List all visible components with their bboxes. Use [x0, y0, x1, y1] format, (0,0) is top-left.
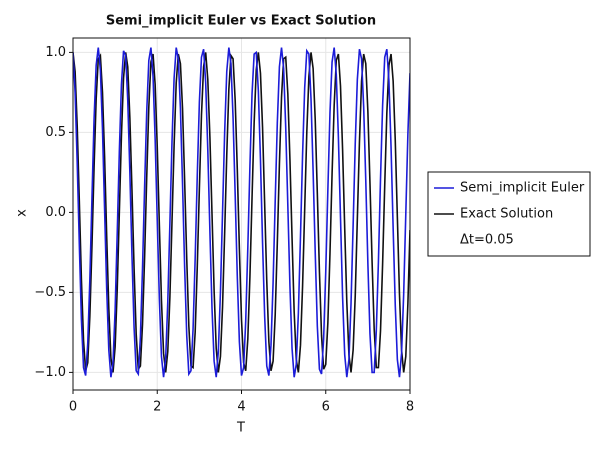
y-tick-label: 0.0 — [45, 205, 66, 220]
y-tick-label: −1.0 — [34, 365, 66, 380]
x-tick-label: 8 — [406, 400, 414, 415]
y-tick-label: 0.5 — [45, 125, 66, 140]
x-tick-label: 6 — [322, 400, 330, 415]
x-tick-label: 2 — [153, 400, 161, 415]
y-tick-label: −0.5 — [34, 285, 66, 300]
x-axis-label: T — [236, 421, 245, 436]
chart-title: Semi_implicit Euler vs Exact Solution — [106, 14, 376, 29]
legend-label: Semi_implicit Euler — [460, 181, 585, 196]
x-tick-label: 4 — [237, 400, 245, 415]
legend-note: Δt=0.05 — [460, 233, 514, 248]
series-line — [73, 52, 410, 373]
x-tick-label: 0 — [69, 400, 77, 415]
series-line — [73, 47, 410, 378]
y-axis-label: x — [15, 209, 30, 217]
legend-label: Exact Solution — [460, 207, 553, 222]
y-tick-label: 1.0 — [45, 45, 66, 60]
legend-box — [427, 171, 591, 257]
plot-frame — [72, 37, 411, 391]
